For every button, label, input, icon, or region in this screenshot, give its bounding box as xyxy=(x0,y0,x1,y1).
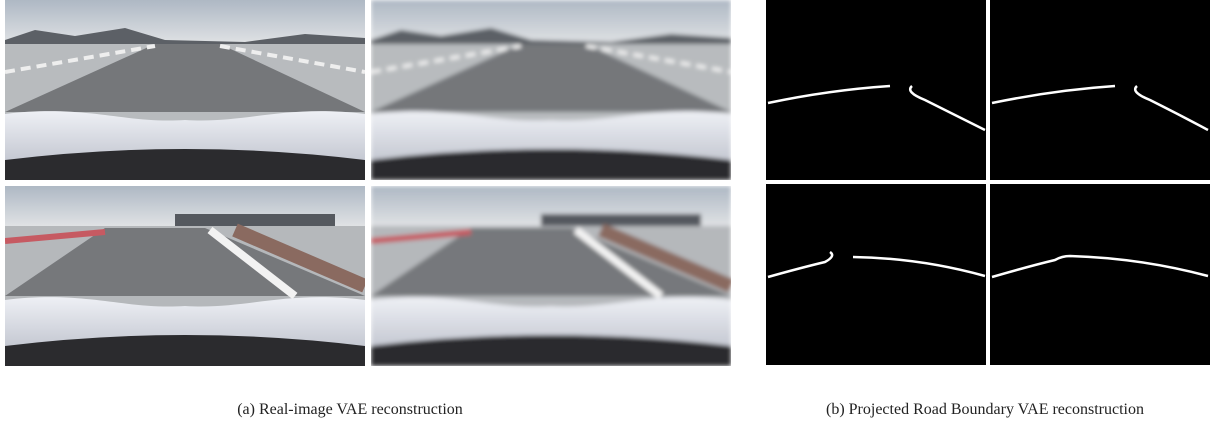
page: (a) Real-image VAE reconstruction (b) Pr… xyxy=(0,0,1214,428)
real-image-2 xyxy=(5,186,365,366)
reconstructed-image-1 xyxy=(371,0,731,180)
real-image-1 xyxy=(5,0,365,180)
caption-b: (b) Projected Road Boundary VAE reconstr… xyxy=(826,401,1144,418)
caption-a: (a) Real-image VAE reconstruction xyxy=(237,401,463,418)
boundary-panels xyxy=(766,0,1210,365)
divider-horizontal xyxy=(766,180,1210,184)
reconstructed-image-2 xyxy=(371,186,731,366)
figure: (a) Real-image VAE reconstruction (b) Pr… xyxy=(0,0,1214,428)
